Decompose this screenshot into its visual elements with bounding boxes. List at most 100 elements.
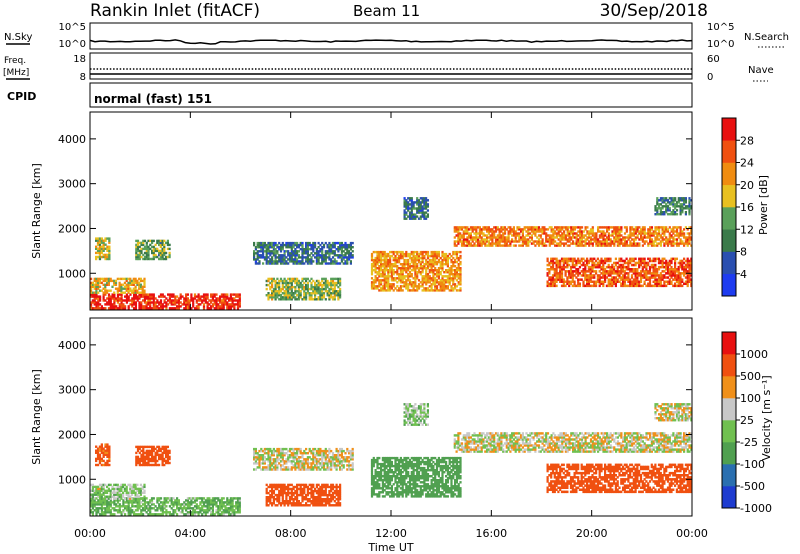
data-cell <box>632 284 635 288</box>
data-cell <box>672 230 675 233</box>
data-cell <box>632 282 635 285</box>
data-cell <box>285 262 288 265</box>
data-cell <box>620 257 623 261</box>
data-cell <box>507 230 510 233</box>
data-cell <box>183 299 186 302</box>
data-cell <box>439 271 442 274</box>
data-cell <box>647 278 650 281</box>
data-cell <box>548 240 551 243</box>
data-cell <box>632 230 636 233</box>
data-cell <box>452 277 455 280</box>
data-cell <box>498 230 501 233</box>
data-cell <box>410 283 413 286</box>
data-cell <box>233 307 236 310</box>
data-cell <box>381 271 384 274</box>
data-cell <box>525 238 528 241</box>
data-cell <box>213 301 216 304</box>
data-cell <box>138 255 141 259</box>
data-cell <box>414 213 417 216</box>
data-cell <box>423 213 426 216</box>
data-cell <box>310 281 313 285</box>
data-cell <box>665 242 668 245</box>
data-cell <box>661 201 664 204</box>
data-cell <box>262 250 265 253</box>
data-cell <box>401 289 404 292</box>
data-cell <box>161 257 164 261</box>
data-cell <box>134 287 137 290</box>
data-cell <box>296 254 299 257</box>
data-cell <box>684 280 687 283</box>
data-cell <box>613 270 616 273</box>
data-cell <box>140 241 143 245</box>
data-cell <box>177 499 180 502</box>
data-cell <box>455 230 458 233</box>
data-cell <box>679 211 682 214</box>
data-cell <box>192 501 195 504</box>
data-cell <box>228 509 231 512</box>
data-cell <box>170 307 173 310</box>
data-cell <box>113 299 116 302</box>
data-cell <box>683 236 686 239</box>
data-cell <box>220 299 223 302</box>
data-cell <box>577 278 580 281</box>
data-cell <box>410 269 413 272</box>
data-cell <box>204 505 207 508</box>
data-cell <box>416 265 419 268</box>
data-cell <box>466 236 469 239</box>
data-cell <box>645 276 648 279</box>
data-cell <box>195 305 198 308</box>
data-cell <box>641 274 644 277</box>
data-cell <box>374 256 377 260</box>
data-cell <box>308 287 311 291</box>
data-cell <box>559 263 562 267</box>
data-cell <box>104 289 107 292</box>
data-cell <box>158 257 161 261</box>
data-cell <box>317 292 320 295</box>
data-cell <box>656 238 659 241</box>
data-cell <box>120 305 123 308</box>
data-cell <box>104 513 107 516</box>
data-cell <box>174 299 177 302</box>
data-cell <box>410 209 413 212</box>
data-cell <box>645 284 648 288</box>
data-cell <box>672 272 675 275</box>
data-cell <box>457 283 460 286</box>
data-cell <box>618 280 621 283</box>
data-cell <box>181 503 184 506</box>
data-cell <box>208 503 211 506</box>
data-cell <box>559 236 562 239</box>
data-cell <box>109 509 112 512</box>
data-cell <box>591 232 594 235</box>
data-cell <box>600 257 603 261</box>
data-cell <box>113 283 116 286</box>
data-cell <box>636 272 639 275</box>
data-cell <box>102 507 105 510</box>
data-cell <box>403 205 406 208</box>
data-cell <box>586 226 589 229</box>
data-cell <box>593 276 596 279</box>
data-cell <box>421 265 424 268</box>
data-cell <box>482 240 485 243</box>
data-cell <box>372 279 375 282</box>
data-cell <box>527 242 530 245</box>
data-cell <box>562 278 565 281</box>
data-cell <box>403 197 406 200</box>
data-cell <box>450 287 453 290</box>
data-cell <box>591 268 594 271</box>
data-cell <box>331 250 335 253</box>
data-cell <box>557 226 560 229</box>
data-cell <box>661 199 664 202</box>
data-cell <box>383 277 386 280</box>
data-cell <box>331 277 335 281</box>
data-cell <box>577 234 580 237</box>
data-cell <box>398 279 401 282</box>
data-cell <box>102 239 105 242</box>
data-cell <box>337 241 340 245</box>
data-cell <box>399 252 402 256</box>
data-cell <box>614 280 617 283</box>
data-cell <box>579 240 582 243</box>
data-cell <box>659 272 662 275</box>
data-cell <box>220 507 223 510</box>
data-cell <box>448 256 451 260</box>
data-cell <box>648 284 652 288</box>
